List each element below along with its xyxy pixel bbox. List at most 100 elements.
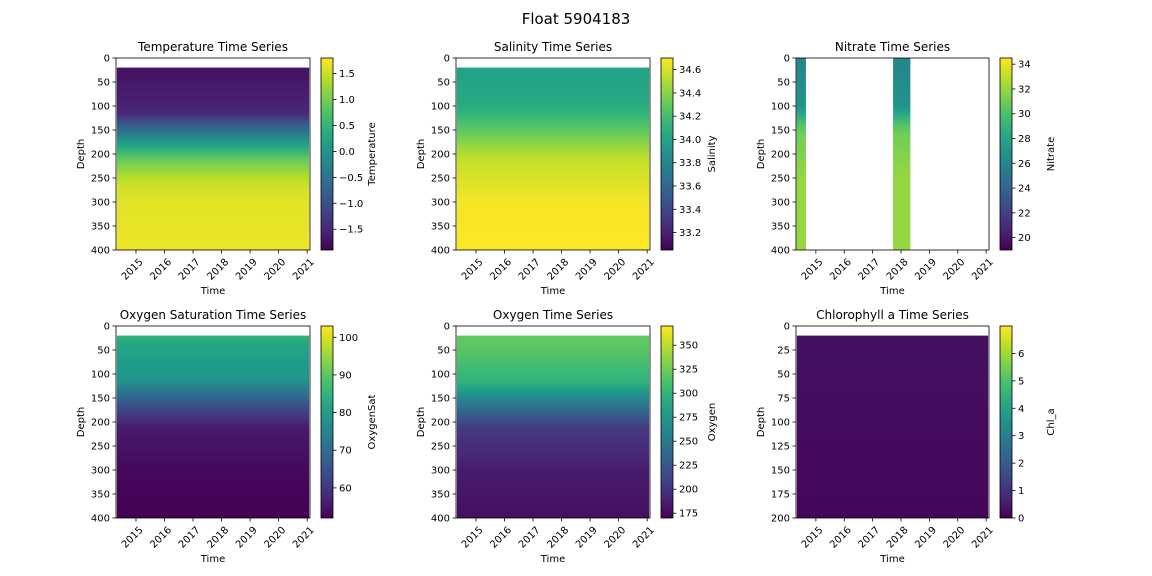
y-tick-label: 300 (91, 198, 110, 209)
y-tick-label: 0 (444, 54, 450, 65)
chart-panel-6: Chlorophyll a Time Series025507510012515… (756, 308, 1057, 565)
y-tick-label: 250 (771, 174, 790, 185)
y-axis-label: Depth (76, 139, 87, 169)
y-tick-label: 350 (91, 490, 110, 501)
y-tick-label: 100 (771, 418, 790, 429)
y-tick-label: 100 (771, 102, 790, 113)
chart-title: Oxygen Saturation Time Series (120, 308, 307, 322)
colorbar-tick-label: 30 (1018, 109, 1031, 120)
colorbar-tick-label: 70 (339, 446, 352, 457)
chart-title: Salinity Time Series (494, 40, 612, 54)
chart-panel-3: Nitrate Time Series 0 50 100 150 200 250 300 350… (756, 40, 1057, 297)
colorbar-tick-label: 250 (679, 437, 698, 448)
colorbar-label: Chl_a (1046, 408, 1057, 435)
colorbar-tick-label: 34.2 (679, 112, 701, 123)
colorbar-tick-label: 34.6 (679, 65, 701, 76)
x-tick-label: 2019 (234, 525, 260, 551)
colorbar-tick-label: 200 (679, 485, 698, 496)
y-tick-label: 300 (771, 198, 790, 209)
x-axis-label: Time (879, 554, 904, 565)
x-tick-label: 2017 (857, 525, 883, 551)
y-tick-label: 300 (431, 198, 450, 209)
y-tick-label: 50 (97, 346, 110, 357)
y-tick-label: 175 (771, 490, 790, 501)
y-tick-label: 200 (771, 150, 790, 161)
colorbar-tick-label: 1 (1018, 486, 1024, 497)
heatmap-region (116, 67, 310, 250)
y-tick-label: 250 (91, 174, 110, 185)
colorbar-tick-label: 225 (679, 461, 698, 472)
x-tick-label: 2021 (970, 257, 996, 283)
colorbar-tick-label: 0 (1018, 514, 1024, 525)
y-tick-label: 50 (97, 78, 110, 89)
x-tick-label: 2015 (120, 525, 146, 551)
figure-title: Float 5904183 (522, 10, 631, 28)
y-tick-label: 200 (431, 150, 450, 161)
colorbar-tick-label: 80 (339, 408, 352, 419)
plot-area (796, 58, 989, 250)
colorbar-tick-label: 175 (679, 509, 698, 520)
x-tick-label: 2015 (800, 525, 826, 551)
y-axis-label: Depth (756, 407, 767, 437)
x-axis-label: Time (200, 554, 225, 565)
y-tick-label: 200 (431, 418, 450, 429)
heatmap-region (796, 58, 806, 250)
colorbar-tick-label: 100 (339, 333, 358, 344)
colorbar-tick-label: 28 (1018, 134, 1031, 145)
y-tick-label: 50 (777, 370, 790, 381)
colorbar-tick-label: 4 (1018, 404, 1024, 415)
x-tick-label: 2019 (913, 525, 939, 551)
colorbar-label: Nitrate (1046, 137, 1057, 172)
colorbar (320, 57, 334, 251)
colorbar-tick-label: 5 (1018, 376, 1024, 387)
y-tick-label: 300 (431, 466, 450, 477)
heatmap-region (456, 335, 650, 518)
colorbar-label: Oxygen (707, 403, 718, 442)
colorbar (320, 325, 334, 519)
colorbar-tick-label: −1.5 (339, 225, 363, 236)
colorbar-tick-label: 350 (679, 341, 698, 352)
x-tick-label: 2016 (148, 525, 174, 551)
x-tick-label: 2021 (631, 257, 657, 283)
x-tick-label: 2017 (857, 257, 883, 283)
y-tick-label: 125 (771, 442, 790, 453)
y-tick-label: 350 (431, 222, 450, 233)
y-tick-label: 100 (91, 370, 110, 381)
y-tick-label: 400 (771, 246, 790, 257)
colorbar-tick-label: 34.4 (679, 88, 701, 99)
colorbar-tick-label: 32 (1018, 84, 1031, 95)
colorbar-tick-label: 60 (339, 483, 352, 494)
chart-panel-5: Oxygen Time Series 0 50 100 150 200 250 300 350 4… (416, 308, 718, 565)
heatmap-region (456, 67, 650, 250)
chart-panel-4: Oxygen Saturation Time Series 0 50 100 150 20… (76, 308, 378, 565)
colorbar-tick-label: 325 (679, 365, 698, 376)
colorbar-tick-label: 20 (1018, 233, 1031, 244)
heatmap-region (893, 58, 911, 250)
colorbar-tick-label: 33.6 (679, 182, 701, 193)
colorbar (660, 325, 674, 519)
y-tick-label: 0 (104, 322, 110, 333)
x-tick-label: 2016 (828, 257, 854, 283)
chart-title: Temperature Time Series (137, 40, 288, 54)
y-axis-label: Depth (756, 139, 767, 169)
chart-panel-2: Salinity Time Series 0 50 100 150 200 250 300 35… (416, 40, 718, 297)
heatmap-region (796, 335, 989, 518)
y-tick-label: 50 (777, 78, 790, 89)
x-tick-label: 2015 (800, 257, 826, 283)
y-tick-label: 25 (777, 346, 790, 357)
y-tick-label: 250 (431, 174, 450, 185)
x-axis-label: Time (200, 286, 225, 297)
y-tick-label: 350 (771, 222, 790, 233)
colorbar (660, 57, 674, 251)
colorbar-tick-label: 0.0 (339, 147, 355, 158)
colorbar-tick-label: −0.5 (339, 173, 363, 184)
x-tick-label: 2016 (488, 257, 514, 283)
y-tick-label: 0 (784, 54, 790, 65)
x-tick-label: 2018 (205, 257, 231, 283)
x-tick-label: 2015 (460, 525, 486, 551)
x-tick-label: 2017 (517, 257, 543, 283)
colorbar-tick-label: −1.0 (339, 199, 363, 210)
colorbar-tick-label: 33.8 (679, 158, 701, 169)
colorbar-tick-label: 34.0 (679, 135, 701, 146)
